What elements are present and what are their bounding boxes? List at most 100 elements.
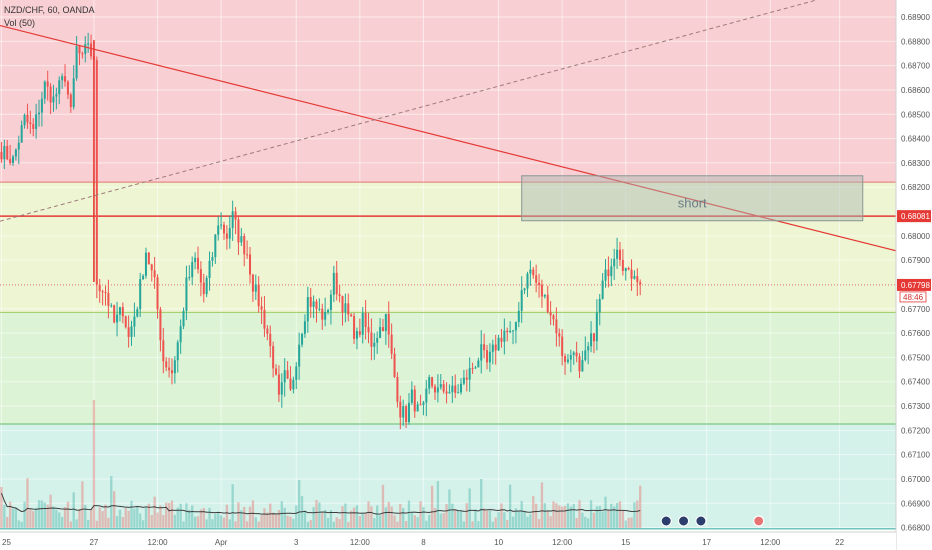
candle-body	[214, 234, 217, 258]
time-tick-label[interactable]: 17	[702, 538, 711, 547]
volume-bar	[26, 478, 29, 528]
last-price-tag[interactable]: 0.67798	[901, 281, 930, 290]
price-tick-label[interactable]: 0.68200	[901, 183, 930, 192]
dashed-trendline[interactable]	[0, 0, 817, 222]
candle-body	[254, 284, 257, 292]
time-tick-label[interactable]: 15	[621, 538, 630, 547]
price-axis[interactable]: 0.68900 0.68800 0.68700 0.68600 0.68500 0.684…	[895, 0, 932, 550]
candle-body	[20, 125, 23, 143]
time-tick-label[interactable]: 12:00	[760, 538, 781, 547]
candle-body	[312, 301, 315, 307]
candle-body	[509, 330, 512, 333]
price-tick-label[interactable]: 0.68700	[901, 62, 930, 71]
candle-body	[477, 360, 480, 368]
time-tick-label[interactable]: 10	[494, 538, 503, 547]
volume-bar	[283, 507, 286, 528]
time-tick-label[interactable]: 12:00	[552, 538, 573, 547]
candle-body	[618, 249, 621, 260]
volume-bars	[0, 400, 642, 528]
time-tick-label[interactable]: 8	[421, 538, 426, 547]
volume-bar	[514, 508, 518, 528]
volume-bar	[101, 510, 104, 528]
horizontal-levels[interactable]	[0, 181, 896, 530]
volume-bar	[485, 510, 489, 528]
candle-body	[303, 321, 306, 334]
volume-bar	[280, 501, 283, 528]
time-tick-label[interactable]: 27	[89, 538, 98, 547]
time-tick-label[interactable]: 22	[835, 538, 844, 547]
price-tick-label[interactable]: 0.68900	[901, 13, 930, 22]
chart-drawings[interactable]: short	[0, 0, 898, 283]
event-flag-icon[interactable]	[660, 515, 672, 527]
level-price-tag[interactable]: 0.68081	[901, 212, 930, 221]
volume-bar	[503, 512, 506, 528]
price-tick-label[interactable]: 0.68000	[901, 232, 930, 241]
candle-body	[494, 344, 497, 351]
price-tick-label[interactable]: 0.68800	[901, 37, 930, 46]
volume-bar	[173, 514, 177, 528]
volume-indicator-label[interactable]: Vol (50)	[4, 18, 36, 28]
volume-bar	[52, 506, 55, 528]
volume-bar	[459, 511, 463, 528]
price-tick-label[interactable]: 0.67100	[901, 451, 930, 460]
candle-body	[6, 146, 9, 160]
volume-bar	[312, 507, 315, 528]
price-tick-label[interactable]: 0.66800	[901, 524, 930, 533]
trendline[interactable]	[0, 24, 898, 252]
price-tick-label[interactable]: 0.66900	[901, 499, 930, 508]
time-tick-label[interactable]: Apr	[215, 538, 228, 547]
volume-bar	[376, 505, 379, 528]
event-alert-icon[interactable]	[753, 515, 765, 527]
price-tick-label[interactable]: 0.67900	[901, 256, 930, 265]
volume-bar	[309, 520, 312, 528]
candle-body	[532, 269, 535, 276]
candle-body	[410, 389, 413, 403]
candle-body	[627, 268, 630, 270]
event-flag-icon[interactable]	[695, 515, 707, 527]
volume-bar	[445, 504, 448, 528]
price-tick-label[interactable]: 0.68300	[901, 159, 930, 168]
candle-body	[55, 94, 58, 97]
volume-bar	[124, 508, 127, 528]
price-tick-label[interactable]: 0.68400	[901, 135, 930, 144]
time-tick-label[interactable]: 3	[294, 538, 299, 547]
price-tick-label[interactable]: 0.67300	[901, 402, 930, 411]
volume-bar	[225, 504, 229, 528]
volume-bar	[182, 521, 185, 528]
short-annotation[interactable]: short	[678, 195, 707, 210]
volume-bar	[289, 516, 292, 528]
price-tick-label[interactable]: 0.67600	[901, 329, 930, 338]
volume-bar	[352, 507, 356, 528]
volume-bar	[78, 508, 81, 528]
volume-bar	[482, 508, 486, 528]
candle-body	[315, 301, 318, 309]
candle-body	[393, 353, 396, 377]
time-axis[interactable]: 25 27 12:00 Apr 3 12:00 8 10 12:00 15 17 12:00 22	[0, 531, 896, 550]
event-flag-icon[interactable]	[678, 515, 690, 527]
volume-bar	[110, 476, 113, 528]
price-tick-label[interactable]: 0.68600	[901, 86, 930, 95]
price-zone-3	[0, 312, 896, 424]
candle-body	[639, 282, 642, 285]
symbol-label[interactable]: NZD/CHF, 60, OANDA	[4, 5, 95, 15]
price-tick-label[interactable]: 0.67700	[901, 305, 930, 314]
time-tick-label[interactable]: 25	[2, 538, 11, 547]
candle-body	[506, 330, 509, 333]
short-zone-box[interactable]	[521, 175, 864, 222]
time-tick-label[interactable]: 12:00	[148, 538, 169, 547]
volume-bar	[104, 504, 107, 528]
candle-body	[552, 315, 555, 320]
price-tick-label[interactable]: 0.68500	[901, 110, 930, 119]
event-markers[interactable]	[660, 515, 765, 527]
time-tick-label[interactable]: 12:00	[350, 538, 371, 547]
candle-body	[367, 327, 370, 333]
price-tick-label[interactable]: 0.67500	[901, 353, 930, 362]
price-tick-label[interactable]: 0.67400	[901, 378, 930, 387]
countdown-bg	[899, 291, 927, 303]
candle-body	[17, 142, 20, 150]
price-tick-label[interactable]: 0.67000	[901, 475, 930, 484]
volume-bar	[0, 486, 3, 528]
candle-body	[156, 277, 159, 310]
price-tick-label[interactable]: 0.67200	[901, 426, 930, 435]
